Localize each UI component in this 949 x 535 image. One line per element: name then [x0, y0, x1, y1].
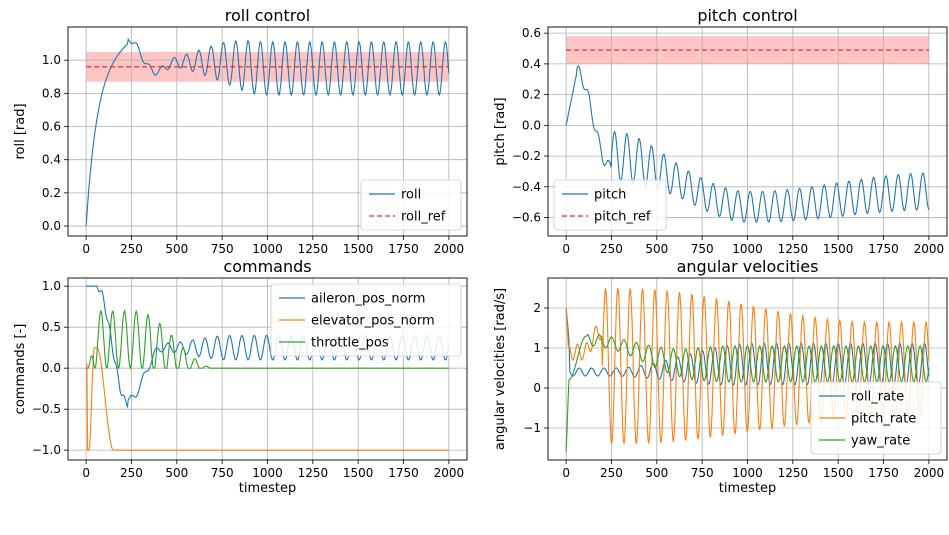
- y-axis-label: pitch [rad]: [493, 97, 508, 165]
- legend-box: [553, 179, 667, 231]
- legend: aileron_pos_norm elevator_pos_normthrottl…: [270, 283, 462, 357]
- legend-label-aileron_pos_norm: aileron_pos_norm: [311, 292, 425, 307]
- y-axis-label: commands [-]: [13, 324, 28, 415]
- legend: roll roll_ref: [360, 179, 462, 231]
- x-tick-label: 1500: [343, 466, 374, 480]
- x-tick-label: 500: [165, 466, 188, 480]
- x-tick-label: 1750: [868, 466, 899, 480]
- x-tick-label: 2000: [434, 466, 465, 480]
- y-tick-label: −0.6: [512, 211, 541, 225]
- x-tick-label: 1500: [823, 466, 854, 480]
- x-tick-label: 500: [645, 466, 668, 480]
- chart-title: angular velocities: [677, 257, 819, 276]
- x-tick-label: 0: [562, 466, 570, 480]
- legend: pitch pitch_ref: [553, 179, 667, 231]
- y-tick-label: −1: [523, 421, 541, 435]
- x-axis-label: timestep: [719, 481, 777, 496]
- x-tick-label: 1750: [388, 242, 419, 256]
- series-line-throttle_pos: [86, 309, 449, 370]
- y-tick-label: 0.0: [42, 361, 61, 375]
- x-tick-label: 1750: [868, 242, 899, 256]
- legend-label-roll_ref: roll_ref: [401, 210, 446, 225]
- x-tick-label: 1000: [252, 466, 283, 480]
- x-tick-label: 0: [82, 466, 90, 480]
- x-tick-label: 250: [600, 242, 623, 256]
- x-tick-label: 1250: [298, 242, 329, 256]
- y-tick-label: 0.2: [522, 88, 541, 102]
- y-tick-label: −0.5: [32, 402, 61, 416]
- series-line-roll: [85, 37, 450, 227]
- y-tick-label: 1.0: [42, 53, 61, 67]
- x-tick-label: 1250: [778, 242, 809, 256]
- legend-label-yaw_rate: yaw_rate: [851, 434, 910, 449]
- chart-panel-2: 0 250 500 750 1000 1250 1500 1750 2000 −0.6 −0.4 −0…: [493, 6, 948, 256]
- y-tick-label: 0.4: [522, 57, 541, 71]
- legend-label-roll: roll: [401, 188, 421, 203]
- x-tick-label: 2000: [914, 466, 945, 480]
- y-tick-label: 0: [533, 381, 541, 395]
- y-tick-label: 0.6: [42, 120, 61, 134]
- chart-title: roll control: [225, 6, 310, 25]
- x-tick-label: 500: [645, 242, 668, 256]
- y-axis-label: angular velocities [rad/s]: [493, 288, 508, 450]
- y-tick-label: −0.4: [512, 180, 541, 194]
- legend-label-roll_rate: roll_rate: [851, 390, 904, 405]
- x-tick-label: 750: [211, 242, 234, 256]
- legend-label-elevator_pos_norm: elevator_pos_norm: [311, 314, 435, 329]
- y-tick-label: −1.0: [32, 443, 61, 457]
- legend: roll_rate pitch_rate yaw_rate: [810, 381, 942, 455]
- y-tick-label: 1.0: [42, 279, 61, 293]
- legend-box: [270, 283, 462, 357]
- y-tick-label: 0.2: [42, 186, 61, 200]
- legend-label-throttle_pos: throttle_pos: [311, 336, 389, 351]
- chart-panel-3: 0 250 500 750 1000 1250 1500 1750 2000 −1.0 −0.5 0.…: [13, 257, 468, 496]
- y-tick-label: 0.0: [42, 219, 61, 233]
- x-tick-label: 2000: [914, 242, 945, 256]
- y-axis-label: roll [rad]: [13, 103, 28, 159]
- x-tick-label: 750: [211, 466, 234, 480]
- series-line-pitch: [565, 65, 930, 223]
- chart-title: pitch control: [697, 6, 797, 25]
- x-tick-label: 2000: [434, 242, 465, 256]
- y-tick-label: 0.4: [42, 153, 61, 167]
- x-tick-label: 500: [165, 242, 188, 256]
- x-tick-label: 250: [120, 242, 143, 256]
- x-axis-label: timestep: [239, 481, 297, 496]
- legend-box: [810, 381, 942, 455]
- y-tick-label: 0.8: [42, 86, 61, 100]
- chart-panel-4: 0 250 500 750 1000 1250 1500 1750 2000 −1 0 1 2 angul…: [493, 257, 948, 496]
- y-tick-label: 2: [533, 301, 541, 315]
- y-tick-label: 0.6: [522, 26, 541, 40]
- x-tick-label: 250: [600, 466, 623, 480]
- x-tick-label: 1250: [778, 466, 809, 480]
- x-tick-label: 750: [691, 242, 714, 256]
- legend-label-pitch_ref: pitch_ref: [594, 210, 651, 225]
- x-tick-label: 1500: [823, 242, 854, 256]
- legend-box: [360, 179, 462, 231]
- x-tick-label: 1000: [732, 466, 763, 480]
- x-tick-label: 750: [691, 466, 714, 480]
- y-tick-label: 0.0: [522, 118, 541, 132]
- series-line-yaw_rate: [565, 333, 930, 453]
- x-tick-label: 250: [120, 466, 143, 480]
- x-tick-label: 1750: [388, 466, 419, 480]
- series-line-elevator_pos_norm: [86, 347, 449, 451]
- y-tick-label: 1: [533, 341, 541, 355]
- x-tick-label: 1000: [732, 242, 763, 256]
- x-tick-label: 1000: [252, 242, 283, 256]
- x-tick-label: 1500: [343, 242, 374, 256]
- x-tick-label: 0: [562, 242, 570, 256]
- y-tick-label: −0.2: [512, 149, 541, 163]
- legend-label-pitch: pitch: [594, 188, 626, 203]
- x-tick-label: 0: [82, 242, 90, 256]
- chart-title: commands: [223, 257, 311, 276]
- y-tick-label: 0.5: [42, 320, 61, 334]
- legend-label-pitch_rate: pitch_rate: [851, 412, 916, 427]
- x-tick-label: 1250: [298, 466, 329, 480]
- chart-panel-1: 0 250 500 750 1000 1250 1500 1750 2000 0.0 0.2 0.4 0…: [13, 6, 468, 256]
